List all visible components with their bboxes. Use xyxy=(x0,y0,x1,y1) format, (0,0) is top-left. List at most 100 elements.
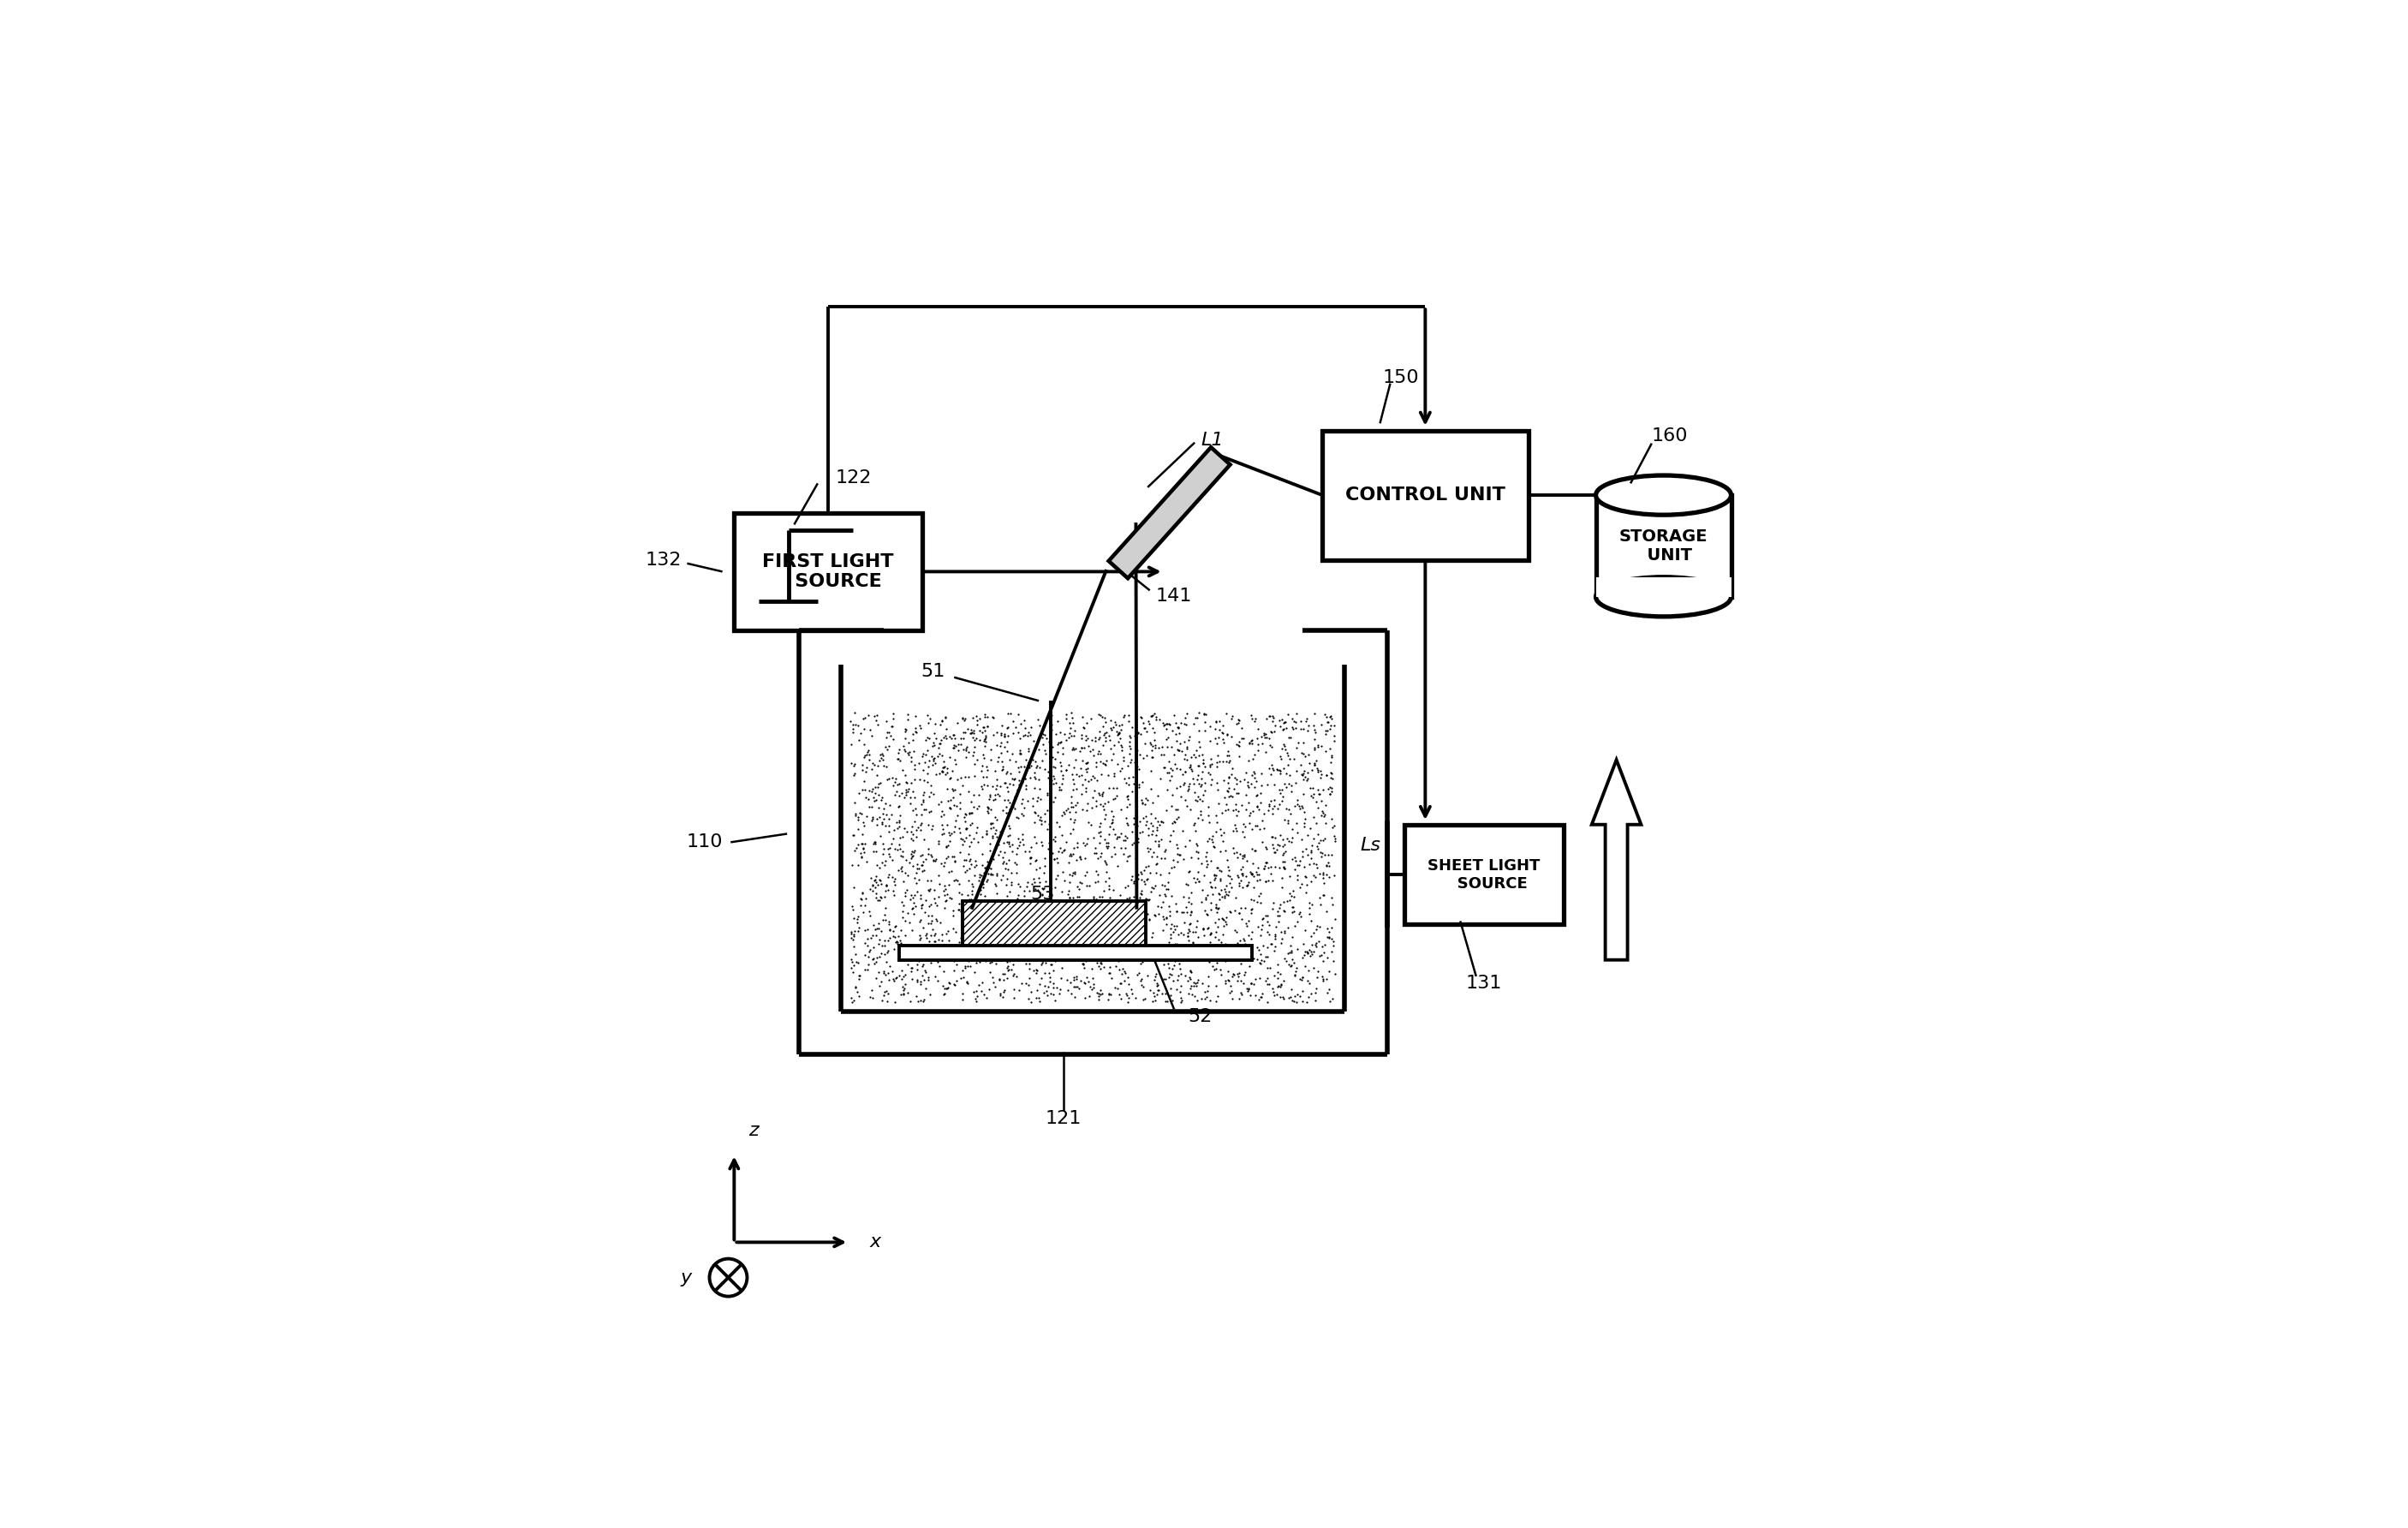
Point xyxy=(1230,730,1269,755)
Point xyxy=(1062,952,1100,976)
Point xyxy=(1214,819,1252,843)
Point xyxy=(1091,891,1129,915)
Point xyxy=(1252,868,1291,892)
Point xyxy=(1211,865,1250,889)
Point xyxy=(1141,827,1180,851)
Point xyxy=(970,862,1009,886)
Point xyxy=(1175,943,1214,967)
Point xyxy=(905,946,944,970)
Point xyxy=(1144,906,1182,931)
Point xyxy=(1209,779,1247,804)
Point xyxy=(1274,715,1312,740)
Point xyxy=(1067,727,1105,752)
Point xyxy=(1067,759,1105,784)
Point xyxy=(1072,813,1110,837)
Point xyxy=(920,934,958,958)
Point xyxy=(954,811,992,836)
Point xyxy=(877,914,915,938)
Point xyxy=(874,827,913,851)
Point xyxy=(1199,895,1238,920)
Point xyxy=(970,976,1009,1001)
Point xyxy=(1288,822,1327,847)
Point xyxy=(944,966,982,990)
Point xyxy=(1122,882,1161,906)
Point xyxy=(1310,989,1348,1013)
Point xyxy=(879,923,917,947)
Point xyxy=(1298,853,1336,877)
Point xyxy=(1067,776,1105,801)
Point xyxy=(1243,906,1281,931)
Point xyxy=(1206,798,1245,822)
Point xyxy=(1199,906,1238,931)
Point xyxy=(1035,927,1074,952)
Point xyxy=(1156,854,1194,879)
Point xyxy=(951,926,990,950)
Point xyxy=(1105,828,1144,853)
Point xyxy=(850,938,889,963)
Point xyxy=(1209,969,1247,993)
Point xyxy=(1064,798,1103,822)
Point xyxy=(987,897,1026,921)
Point xyxy=(905,967,944,992)
Point xyxy=(838,714,877,738)
Point xyxy=(1190,830,1228,854)
Point xyxy=(1023,877,1062,902)
Point xyxy=(1134,967,1173,992)
Point xyxy=(1064,952,1103,976)
Point xyxy=(1043,940,1081,964)
Point xyxy=(1026,950,1064,975)
Point xyxy=(1134,715,1173,740)
Point xyxy=(879,857,917,882)
Point xyxy=(1233,862,1271,886)
Point xyxy=(995,796,1033,821)
Point xyxy=(1165,834,1204,859)
Point xyxy=(1023,883,1062,908)
Point xyxy=(1043,880,1081,905)
Point xyxy=(855,704,893,729)
Point xyxy=(1267,717,1305,741)
Point xyxy=(1055,886,1093,911)
Point xyxy=(1072,895,1110,920)
Point xyxy=(980,981,1019,1005)
Point xyxy=(1250,798,1288,822)
Point xyxy=(973,934,1011,958)
Point xyxy=(903,792,942,816)
Point xyxy=(860,782,898,807)
Point xyxy=(951,721,990,746)
Point xyxy=(1255,924,1293,949)
Point xyxy=(1081,762,1120,787)
Point xyxy=(1240,798,1279,822)
Point xyxy=(1103,926,1141,950)
Point xyxy=(1252,796,1291,821)
Point xyxy=(1247,851,1286,876)
Point xyxy=(1033,764,1072,788)
Point xyxy=(1100,718,1139,743)
Point xyxy=(1026,961,1064,986)
Point xyxy=(1271,984,1310,1008)
Point xyxy=(850,703,889,727)
Point xyxy=(975,847,1014,871)
Point xyxy=(1019,738,1057,762)
Point xyxy=(1072,912,1110,937)
Point xyxy=(1081,949,1120,973)
Point xyxy=(1228,773,1267,798)
Point xyxy=(1192,746,1230,770)
Point xyxy=(1112,865,1151,889)
Point xyxy=(905,900,944,924)
Point xyxy=(1257,915,1296,940)
Point xyxy=(860,856,898,880)
Point xyxy=(1076,905,1115,929)
Point xyxy=(1165,947,1204,972)
Point xyxy=(946,802,985,827)
Point xyxy=(1043,908,1081,932)
Point xyxy=(1011,900,1050,924)
Point xyxy=(944,848,982,872)
Point xyxy=(1286,865,1324,889)
Point xyxy=(1151,756,1190,781)
Point xyxy=(1011,766,1050,790)
Point xyxy=(961,882,999,906)
Point xyxy=(1259,709,1298,733)
Point xyxy=(1125,975,1163,999)
Point xyxy=(1120,743,1158,767)
Point xyxy=(1252,720,1291,744)
